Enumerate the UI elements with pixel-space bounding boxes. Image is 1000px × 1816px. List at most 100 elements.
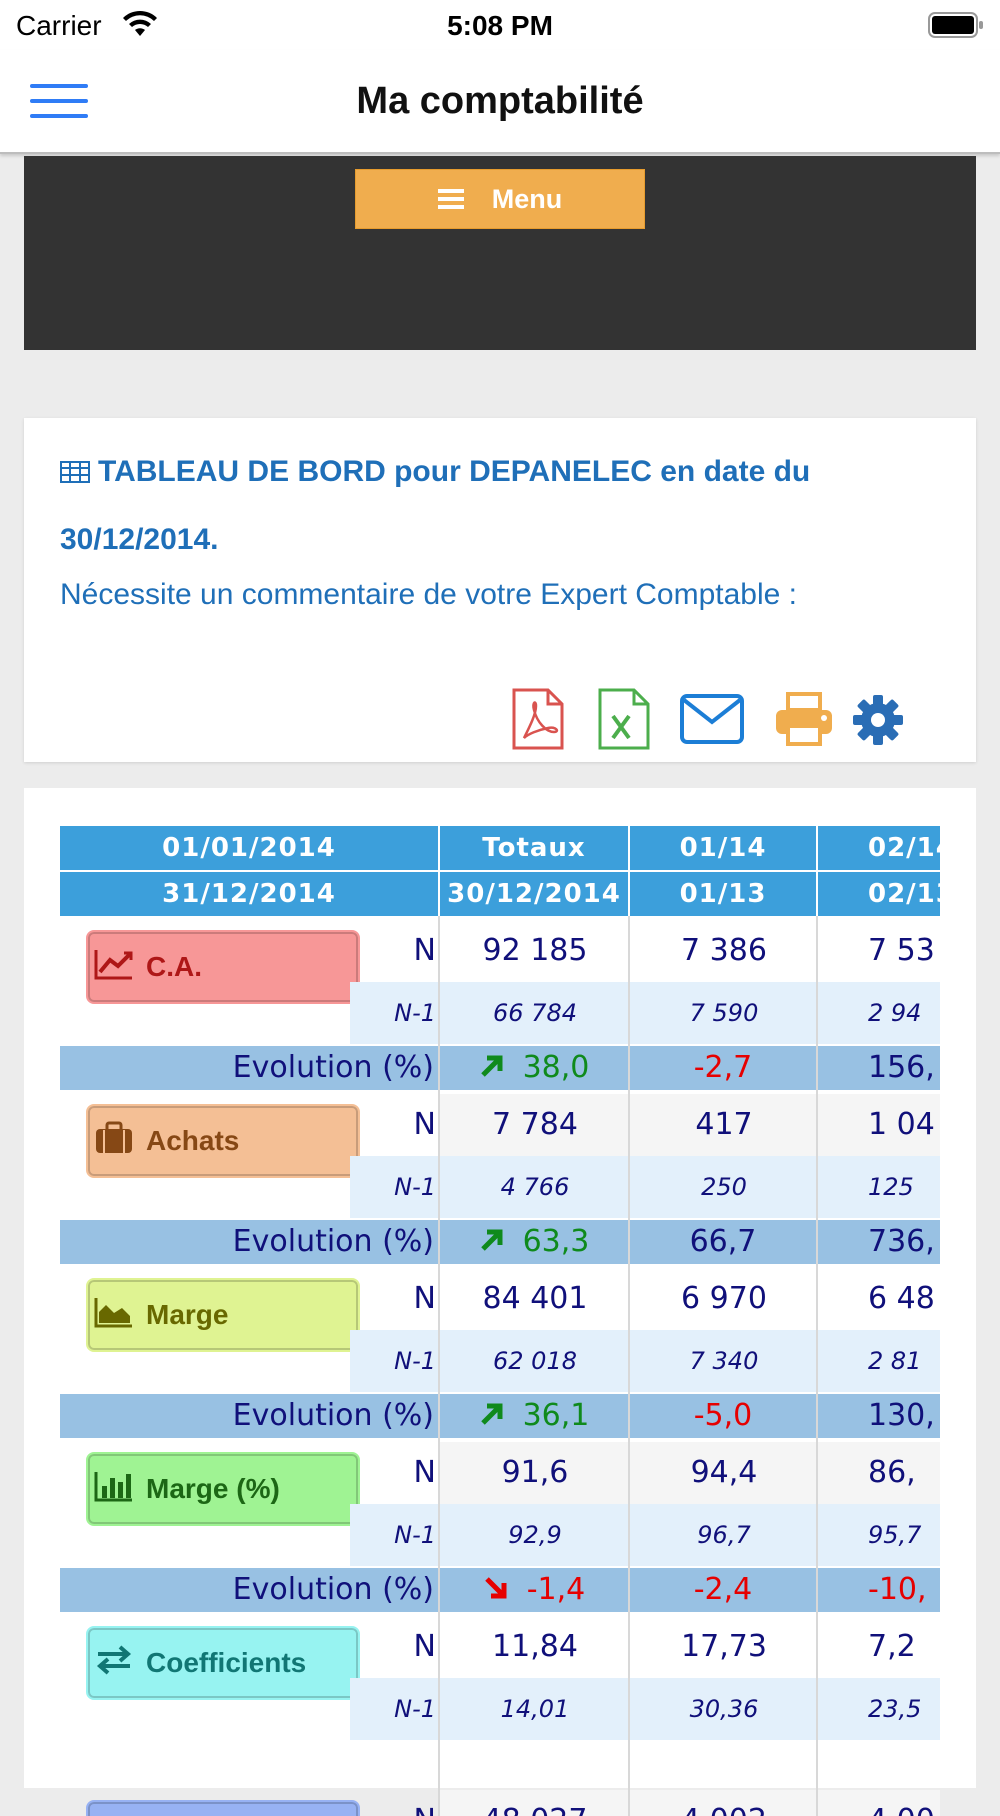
section-label: Achats <box>146 1125 240 1156</box>
evolution-number: -5,0 <box>693 1398 753 1433</box>
evolution-label: Evolution (%) <box>60 1394 440 1438</box>
value-n-1: 2 94 <box>818 982 940 1044</box>
value-n: 11,84 <box>492 1629 578 1664</box>
column-divider <box>816 916 818 1816</box>
section-badge-2[interactable]: Achats <box>86 1104 360 1178</box>
evolution-number: 736, <box>868 1224 935 1259</box>
line-chart-icon <box>94 948 146 987</box>
header-totals: Totaux <box>440 826 630 870</box>
dashboard-table-panel: 01/01/2014 Totaux 01/14 02/14 31/12/2014… <box>24 788 976 1816</box>
evolution-value: -5,0 <box>630 1394 818 1438</box>
evolution-label: Evolution (%) <box>60 1568 440 1612</box>
row-label-n: N <box>413 1107 436 1142</box>
status-bar: Carrier 5:08 PM <box>0 0 1000 50</box>
header-prev-month-1: 01/13 <box>630 872 818 916</box>
table-header-row: 01/01/2014 Totaux 01/14 02/14 <box>60 826 940 870</box>
value-n: 86, <box>818 1442 940 1504</box>
bars-icon <box>437 185 464 213</box>
value-n: 6 48 <box>868 1281 935 1316</box>
value-n-1: 7 340 <box>630 1330 818 1392</box>
row-label-n-1: N-1 <box>350 1504 440 1566</box>
pdf-icon[interactable] <box>510 688 566 750</box>
value-n: 92 185 <box>482 933 588 968</box>
menu-button-label: Menu <box>491 183 563 214</box>
value-n: 7 53 <box>868 933 935 968</box>
evolution-value: -10, <box>818 1568 940 1612</box>
evolution-label: Evolution (%) <box>60 1046 440 1090</box>
evolution-number: 63,3 <box>522 1224 590 1259</box>
evolution-value: 130, <box>818 1394 940 1438</box>
value-n: 4 002 <box>630 1790 818 1816</box>
evolution-number: 36,1 <box>522 1398 590 1433</box>
evolution-number: -10, <box>868 1572 927 1607</box>
row-label-n: N <box>413 1629 436 1664</box>
value-n: 1 04 <box>818 1094 940 1156</box>
value-n: 94,4 <box>630 1442 818 1504</box>
row-label-n: N <box>413 933 436 968</box>
arrow-up-right-icon <box>479 1398 523 1433</box>
dashboard-header-panel: TABLEAU DE BORD pour DEPANELEC en date d… <box>24 418 976 762</box>
evolution-number: 156, <box>868 1050 935 1085</box>
evolution-number: 66,7 <box>689 1224 757 1259</box>
header-totals-date: 30/12/2014 <box>440 872 630 916</box>
value-n-1: 95,7 <box>818 1504 940 1566</box>
accountant-note: Nécessite un commentaire de votre Expert… <box>60 578 798 611</box>
dashboard-heading: TABLEAU DE BORD pour DEPANELEC en date d… <box>60 438 940 574</box>
section-badge-1[interactable]: C.A. <box>86 930 360 1004</box>
header-month-2: 02/14 <box>818 826 940 870</box>
area-chart-icon <box>94 1296 146 1335</box>
evolution-value: -2,7 <box>630 1046 818 1090</box>
envelope-icon[interactable] <box>680 694 744 744</box>
value-n: 7 386 <box>681 933 767 968</box>
excel-icon[interactable] <box>596 688 652 750</box>
section-badge-5[interactable]: Coefficients <box>86 1626 360 1700</box>
section-badge-4[interactable]: Marge (%) <box>86 1452 360 1526</box>
row-label-n-1: N-1 <box>350 982 440 1044</box>
value-n-1: 14,01 <box>440 1678 630 1740</box>
evolution-value: 156, <box>818 1046 940 1090</box>
arrow-up-right-icon <box>479 1224 523 1259</box>
page-title: Ma comptabilité <box>356 80 644 122</box>
arrow-up-right-icon <box>479 1050 523 1085</box>
wifi-icon <box>123 10 157 36</box>
value-n-1: 92,9 <box>440 1504 630 1566</box>
menu-button[interactable]: Menu <box>355 169 645 229</box>
value-n: 7,2 <box>868 1629 916 1664</box>
row-label-n: N <box>413 1455 436 1490</box>
evolution-number: -2,4 <box>693 1572 753 1607</box>
section-badge-6[interactable] <box>86 1800 360 1816</box>
evolution-value: 36,1 <box>440 1394 630 1438</box>
value-n: 84 401 <box>482 1281 588 1316</box>
value-n-1: 2 81 <box>818 1330 940 1392</box>
evolution-value: 736, <box>818 1220 940 1264</box>
value-n-1: 4 766 <box>440 1156 630 1218</box>
header-month-1: 01/14 <box>630 826 818 870</box>
section-label: Marge (%) <box>146 1473 280 1504</box>
table-icon <box>60 461 90 483</box>
battery-icon <box>928 12 983 38</box>
print-icon[interactable] <box>774 692 834 746</box>
section-label: Coefficients <box>146 1647 307 1678</box>
row-label-n: N <box>413 1281 436 1316</box>
evolution-value: 38,0 <box>440 1046 630 1090</box>
navigation-bar: Ma comptabilité <box>0 50 1000 154</box>
evolution-label: Evolution (%) <box>60 1220 440 1264</box>
evolution-number: 38,0 <box>522 1050 590 1085</box>
carrier-label: Carrier <box>16 10 102 41</box>
evolution-number: -2,7 <box>693 1050 753 1085</box>
value-n-1: 23,5 <box>818 1678 940 1740</box>
section-badge-3[interactable]: Marge <box>86 1278 360 1352</box>
header-period-start: 01/01/2014 <box>60 826 440 870</box>
value-n: 4 00 <box>818 1790 940 1816</box>
row-label-n-1: N-1 <box>350 1330 440 1392</box>
header-period-end: 31/12/2014 <box>60 872 440 916</box>
value-n-1: 62 018 <box>440 1330 630 1392</box>
hamburger-menu-icon[interactable] <box>30 84 88 122</box>
clock: 5:08 PM <box>447 10 553 41</box>
gear-icon[interactable] <box>852 694 904 746</box>
value-n: 91,6 <box>440 1442 630 1504</box>
bar-chart-icon <box>94 1470 146 1509</box>
evolution-value: -1,4 <box>440 1568 630 1612</box>
evolution-value: -2,4 <box>630 1568 818 1612</box>
value-n: 17,73 <box>681 1629 767 1664</box>
